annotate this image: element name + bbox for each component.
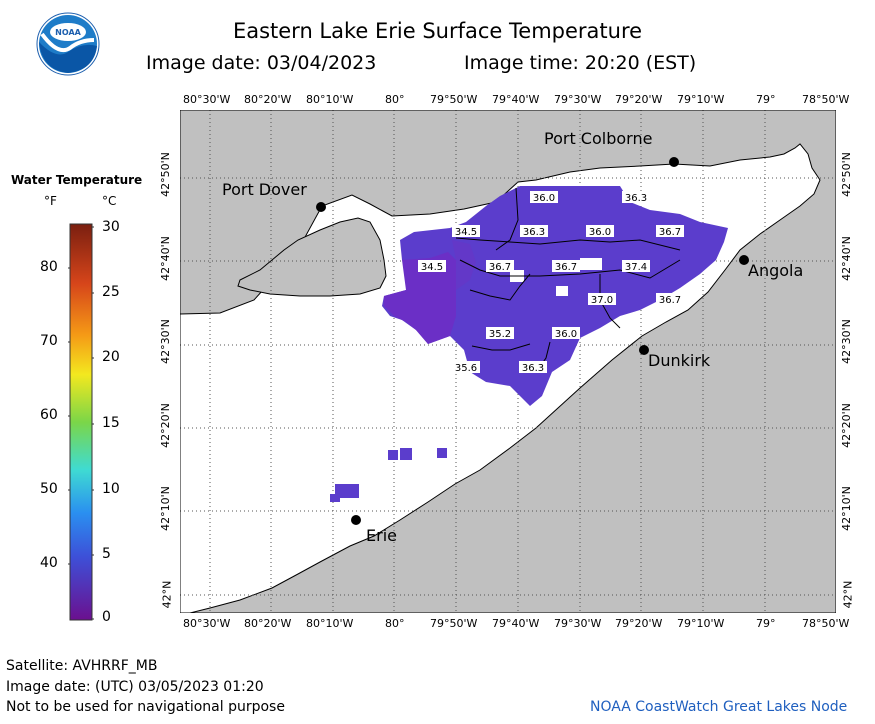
- city-dot-port-colborne: [669, 157, 679, 167]
- lat-label: 42°N: [841, 580, 855, 609]
- city-label-angola: Angola: [748, 261, 803, 280]
- lon-label: 80°10'W: [306, 93, 354, 106]
- lon-label: 79°30'W: [554, 617, 602, 630]
- lat-label: 42°30'N: [839, 319, 853, 364]
- lat-label: 42°40'N: [839, 236, 853, 281]
- image-date: Image date: 03/04/2023: [146, 52, 377, 74]
- lon-label: 78°50'W: [802, 93, 850, 106]
- f-tick: 40: [40, 555, 58, 571]
- legend-unit-c: °C: [102, 194, 117, 208]
- lon-label: 80°20'W: [244, 93, 292, 106]
- f-tick: 80: [40, 259, 58, 275]
- city-dot-dunkirk: [639, 345, 649, 355]
- temp-label: 34.5: [455, 227, 477, 238]
- image-time: Image time: 20:20 (EST): [464, 52, 697, 74]
- temp-label: 36.0: [533, 193, 555, 204]
- lon-label: 80°30'W: [183, 93, 231, 106]
- f-tick: 50: [40, 481, 58, 497]
- c-tick: 20: [102, 349, 120, 365]
- satellite-info: Satellite: AVHRRF_MB: [6, 658, 158, 674]
- lake-map: 36.0 36.3 34.5 36.3 36.0 36.7 34.5 36.7 …: [180, 110, 836, 613]
- map-title: Eastern Lake Erie Surface Temperature: [232, 19, 643, 43]
- noaa-logo: NOAA: [36, 12, 100, 76]
- lat-label: 42°20'N: [839, 403, 853, 448]
- f-tick: 70: [40, 333, 58, 349]
- c-tick: 10: [102, 481, 120, 497]
- city-label-erie: Erie: [366, 526, 397, 545]
- sst-data-region: [330, 186, 728, 502]
- lon-label: 80°10'W: [306, 617, 354, 630]
- long-point-spit: [237, 217, 387, 297]
- temp-label: 36.7: [555, 262, 577, 273]
- lon-label: 79°40'W: [492, 617, 540, 630]
- temp-label: 35.2: [489, 329, 511, 340]
- legend-unit-f: °F: [44, 194, 57, 208]
- temp-label: 36.0: [589, 227, 611, 238]
- temp-label: 36.3: [625, 193, 647, 204]
- temp-label: 36.3: [522, 363, 544, 374]
- temp-label: 37.4: [625, 262, 647, 273]
- lon-label: 78°50'W: [802, 617, 850, 630]
- city-dot-port-dover: [316, 202, 326, 212]
- lon-label: 79°40'W: [492, 93, 540, 106]
- lon-label: 79°: [756, 93, 776, 106]
- temp-label: 36.7: [489, 262, 511, 273]
- f-tick: 60: [40, 407, 58, 423]
- logo-text: NOAA: [55, 28, 81, 37]
- lon-label: 79°10'W: [677, 93, 725, 106]
- temp-label: 37.0: [591, 295, 613, 306]
- lon-label: 79°50'W: [430, 93, 478, 106]
- temperature-colorbar: [68, 223, 94, 621]
- city-markers: Port Colborne Port Dover Angola Dunkirk …: [222, 129, 803, 545]
- disclaimer: Not to be used for navigational purpose: [6, 699, 285, 715]
- lon-label: 80°20'W: [244, 617, 292, 630]
- c-tick: 25: [102, 284, 120, 300]
- temp-label: 36.0: [555, 329, 577, 340]
- lon-label: 80°: [385, 93, 405, 106]
- c-tick: 15: [102, 415, 120, 431]
- c-tick: 5: [102, 546, 111, 562]
- lon-label: 80°30'W: [183, 617, 231, 630]
- lon-label: 79°50'W: [430, 617, 478, 630]
- lat-label: 42°30'N: [158, 319, 172, 364]
- temp-label: 35.6: [455, 363, 477, 374]
- utc-date: Image date: (UTC) 03/05/2023 01:20: [6, 679, 264, 695]
- city-dot-angola: [739, 255, 749, 265]
- temp-label: 36.7: [659, 227, 681, 238]
- temp-label: 34.5: [421, 262, 443, 273]
- c-tick: 0: [102, 609, 111, 625]
- isotherm-contours: [455, 187, 681, 373]
- c-tick: 30: [102, 219, 120, 235]
- lon-label: 79°20'W: [615, 93, 663, 106]
- lat-label: 42°10'N: [839, 486, 853, 531]
- city-label-dunkirk: Dunkirk: [648, 351, 711, 370]
- lat-label: 42°10'N: [158, 486, 172, 531]
- lat-label: 42°20'N: [158, 403, 172, 448]
- city-label-port-dover: Port Dover: [222, 180, 307, 199]
- legend-title: Water Temperature: [11, 173, 143, 187]
- lon-label: 79°10'W: [677, 617, 725, 630]
- city-label-port-colborne: Port Colborne: [544, 129, 652, 148]
- lat-label: 42°50'N: [158, 152, 172, 197]
- lat-label: 42°50'N: [839, 152, 853, 197]
- lat-label: 42°40'N: [158, 236, 172, 281]
- temperature-labels: 36.0 36.3 34.5 36.3 36.0 36.7 34.5 36.7 …: [418, 191, 684, 374]
- lon-label: 79°: [756, 617, 776, 630]
- lon-label: 80°: [385, 617, 405, 630]
- lat-label: 42°N: [160, 580, 174, 609]
- lon-label: 79°30'W: [554, 93, 602, 106]
- lon-label: 79°20'W: [615, 617, 663, 630]
- city-dot-erie: [351, 515, 361, 525]
- temp-label: 36.3: [523, 227, 545, 238]
- temp-label: 36.7: [659, 295, 681, 306]
- credit-line: NOAA CoastWatch Great Lakes Node: [590, 699, 848, 715]
